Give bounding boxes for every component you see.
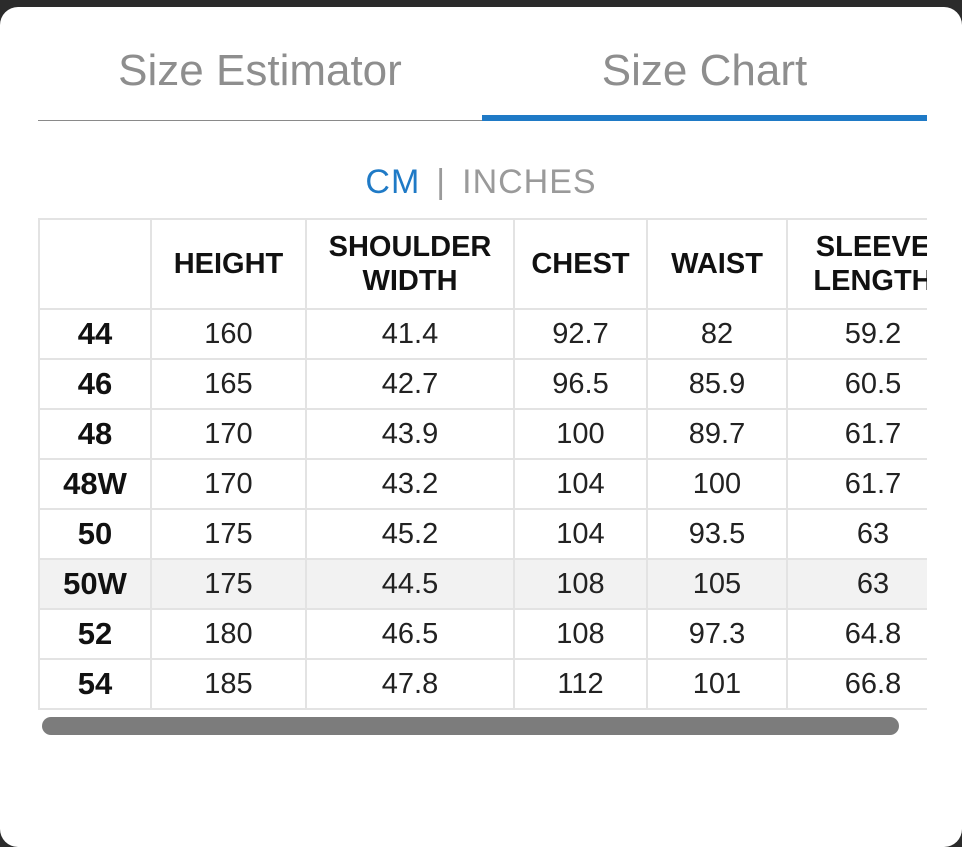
header-size — [38, 218, 152, 310]
header-shoulder-width: SHOULDER WIDTH — [305, 218, 515, 310]
table-cell: 47.8 — [305, 658, 515, 710]
header-chest: CHEST — [513, 218, 648, 310]
table-cell: 112 — [513, 658, 648, 710]
header-sleeve-length: SLEEVE LENGTH — [786, 218, 927, 310]
table-cell: 165 — [150, 358, 307, 410]
table-cell: 89.7 — [646, 408, 788, 460]
table-cell: 175 — [150, 508, 307, 560]
table-cell: 105 — [646, 558, 788, 610]
table-cell: 104 — [513, 508, 648, 560]
table-cell: 100 — [513, 408, 648, 460]
tab-bar: Size Estimator Size Chart — [38, 37, 927, 127]
unit-inches-option[interactable]: INCHES — [462, 163, 597, 201]
table-cell: 61.7 — [786, 458, 927, 510]
size-cell: 52 — [38, 608, 152, 660]
table-cell: 101 — [646, 658, 788, 710]
table-cell: 82 — [646, 308, 788, 360]
unit-separator: | — [436, 163, 447, 201]
tab-size-chart[interactable]: Size Chart — [482, 37, 927, 121]
horizontal-scrollbar[interactable] — [42, 717, 899, 735]
table-cell: 85.9 — [646, 358, 788, 410]
table-row: 48 170 43.9 100 89.7 61.7 — [38, 408, 927, 460]
table-row: 48W 170 43.2 104 100 61.7 — [38, 458, 927, 510]
table-row: 46 165 42.7 96.5 85.9 60.5 — [38, 358, 927, 410]
table-cell: 60.5 — [786, 358, 927, 410]
table-cell: 41.4 — [305, 308, 515, 360]
table-row: 54 185 47.8 112 101 66.8 — [38, 658, 927, 710]
table-cell: 45.2 — [305, 508, 515, 560]
size-cell: 44 — [38, 308, 152, 360]
table-cell: 170 — [150, 458, 307, 510]
table-cell: 93.5 — [646, 508, 788, 560]
table-cell: 92.7 — [513, 308, 648, 360]
table-cell: 42.7 — [305, 358, 515, 410]
size-cell: 48W — [38, 458, 152, 510]
table-cell: 108 — [513, 558, 648, 610]
size-cell: 54 — [38, 658, 152, 710]
unit-cm-option[interactable]: CM — [365, 163, 421, 201]
table-row: 44 160 41.4 92.7 82 59.2 — [38, 308, 927, 360]
table-cell: 43.2 — [305, 458, 515, 510]
size-cell: 46 — [38, 358, 152, 410]
size-table: HEIGHT SHOULDER WIDTH CHEST WAIST SLEEVE… — [38, 218, 927, 710]
size-cell: 48 — [38, 408, 152, 460]
size-cell: 50W — [38, 558, 152, 610]
table-cell: 100 — [646, 458, 788, 510]
table-cell: 160 — [150, 308, 307, 360]
table-cell: 59.2 — [786, 308, 927, 360]
table-row: 52 180 46.5 108 97.3 64.8 — [38, 608, 927, 660]
unit-toggle: CM | INCHES — [0, 162, 962, 202]
table-cell: 96.5 — [513, 358, 648, 410]
table-cell: 104 — [513, 458, 648, 510]
table-cell: 61.7 — [786, 408, 927, 460]
header-height: HEIGHT — [150, 218, 307, 310]
table-cell: 64.8 — [786, 608, 927, 660]
size-table-scroll[interactable]: HEIGHT SHOULDER WIDTH CHEST WAIST SLEEVE… — [38, 218, 927, 718]
header-waist: WAIST — [646, 218, 788, 310]
table-cell: 108 — [513, 608, 648, 660]
table-cell: 185 — [150, 658, 307, 710]
table-cell: 44.5 — [305, 558, 515, 610]
table-cell: 175 — [150, 558, 307, 610]
table-row: 50 175 45.2 104 93.5 63 — [38, 508, 927, 560]
table-cell: 63 — [786, 508, 927, 560]
size-cell: 50 — [38, 508, 152, 560]
table-cell: 46.5 — [305, 608, 515, 660]
table-cell: 170 — [150, 408, 307, 460]
table-cell: 66.8 — [786, 658, 927, 710]
tab-size-estimator[interactable]: Size Estimator — [38, 37, 482, 121]
table-cell: 63 — [786, 558, 927, 610]
table-cell: 43.9 — [305, 408, 515, 460]
table-row-highlighted: 50W 175 44.5 108 105 63 — [38, 558, 927, 610]
size-panel: Size Estimator Size Chart CM | INCHES HEIG… — [0, 7, 962, 847]
table-cell: 180 — [150, 608, 307, 660]
table-header-row: HEIGHT SHOULDER WIDTH CHEST WAIST SLEEVE… — [38, 218, 927, 310]
table-cell: 97.3 — [646, 608, 788, 660]
